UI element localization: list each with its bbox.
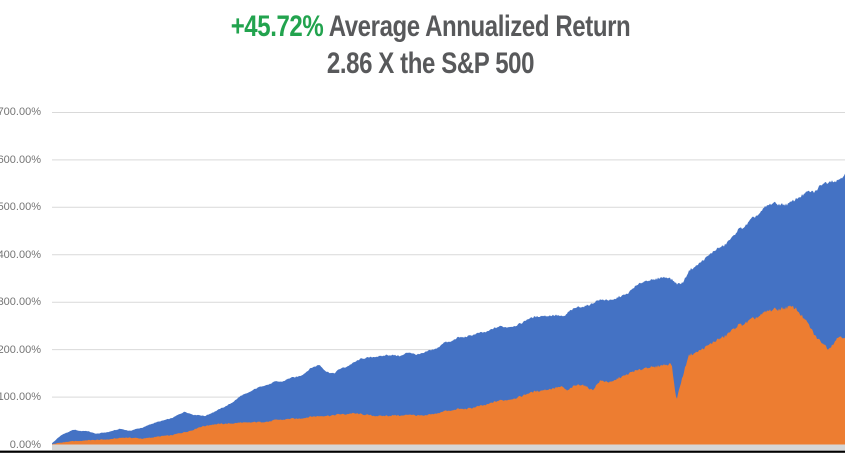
chart-title-block: +45.72% Average Annualized Return 2.86 X… <box>0 8 845 82</box>
annualized-return-text: Average Annualized Return <box>323 10 631 43</box>
chart-title-line1: +45.72% Average Annualized Return <box>93 8 769 45</box>
bottom-border-line <box>0 450 845 453</box>
orange-area-series <box>52 305 845 445</box>
sp500-multiple-text: 2.86 X the S&P 500 <box>326 47 535 80</box>
x-axis-strip <box>52 444 845 450</box>
annualized-return-value: +45.72% <box>230 10 324 43</box>
